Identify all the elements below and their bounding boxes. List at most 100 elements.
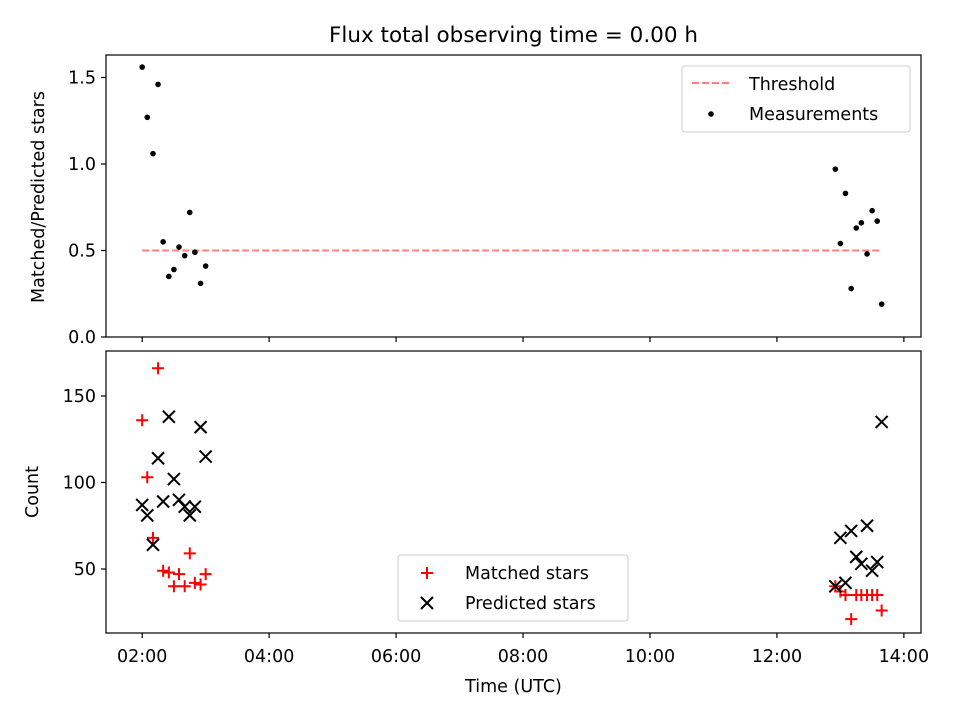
matched-star-point [141,471,154,484]
matched-star-point [157,564,170,577]
predicted-legend-label: Predicted stars [465,594,596,614]
ratio-ylabel: Matched/Predicted stars [29,91,49,303]
matched-star-point [183,547,196,560]
predicted-star-point [188,499,202,514]
matched-star-point [875,604,888,617]
measurement-point [197,280,204,287]
measurement-point [155,81,161,88]
predicted-star-point [146,538,160,552]
predicted-star-point [183,508,197,523]
predicted-star-point [854,557,869,571]
matched-legend-swatch [421,567,433,579]
ratio-axes: 0.0 0.5 1.0 1.5 [68,54,922,348]
matched-legend-label: Matched stars [465,564,589,584]
measurement-point [202,263,209,269]
matched-star-point [146,531,159,544]
measurement-point [878,301,885,307]
count-xtick-label: 10:00 [625,647,675,667]
count-axes-frame [105,350,922,634]
ratio-legend: Threshold Measurements [681,65,911,133]
predicted-star-point [833,531,848,545]
predicted-star-point [162,410,176,424]
measurement-point [160,239,166,245]
predicted-star-point [135,498,149,512]
matched-star-point [188,576,201,589]
count-xtick-label: 08:00 [498,647,548,667]
ratio-ytick-label: 0.5 [68,241,96,261]
measurements-legend-label: Measurements [749,105,878,125]
threshold-legend-label: Threshold [748,75,835,95]
measurement-point [848,285,854,292]
count-axes: 02:00 04:00 06:00 08:00 10:00 12:00 14:00 50 100… [63,350,929,667]
measurement-point [837,240,844,247]
ratio-ytick-label: 1.0 [68,155,96,175]
predicted-star-point [874,415,889,429]
measurement-point [176,244,182,250]
count-legend-frame [397,554,629,622]
measurement-point [171,266,177,273]
count-ylabel: Count [23,466,43,518]
count-marks [135,362,889,626]
predicted-star-point [860,519,874,533]
predicted-star-point [838,576,853,590]
matched-star-point [845,613,858,626]
predicted-star-point [156,494,170,509]
matched-star-point [172,568,185,581]
count-ytick-label: 150 [63,387,96,407]
measurement-point [181,252,188,259]
predicted-star-point [849,550,863,564]
count-ytick-label: 50 [74,560,96,580]
measurement-point [864,251,870,257]
measurement-point [832,166,839,172]
measurement-point [150,150,156,157]
ratio-marks [139,64,885,307]
measurement-point [869,207,875,214]
ratio-axes-frame [105,54,922,338]
matched-star-point [167,580,180,593]
predicted-star-point [828,579,843,593]
count-xtick-label: 06:00 [371,647,421,667]
count-ytick-label: 100 [63,473,96,493]
ratio-ytick-label: 0.0 [68,328,96,348]
predicted-star-point [193,420,208,434]
ratio-ytick-label: 1.5 [68,68,96,88]
predicted-legend-swatch [420,596,434,610]
count-xtick-label: 02:00 [117,647,167,667]
matched-star-point [871,588,884,601]
ratio-legend-frame [681,65,911,133]
count-xtick-label: 04:00 [244,647,294,667]
count-panel: 02:00 04:00 06:00 08:00 10:00 12:00 14:00 50 100… [23,350,929,667]
predicted-star-point [844,524,858,538]
count-xtick-label: 14:00 [879,647,929,667]
predicted-star-point [865,564,879,578]
count-xtick-label: 12:00 [752,647,802,667]
measurements-legend-swatch [708,111,714,117]
measurement-point [874,218,881,224]
ratio-panel: 0.0 0.5 1.0 1.5 Matched/Predicted stars Thr… [29,54,922,348]
matched-star-point [136,414,149,427]
predicted-star-point [177,499,192,514]
measurement-point [186,209,193,216]
matched-star-point [194,578,207,591]
measurement-point [166,273,172,280]
matched-star-point [199,568,212,581]
measurement-point [144,114,151,121]
measurement-point [853,225,860,231]
measurement-point [858,220,865,226]
matched-star-point [152,362,165,375]
predicted-star-point [198,449,213,464]
count-legend: Matched stars Predicted stars [397,554,629,622]
chart-title: Flux total observing time = 0.00 h [329,23,698,48]
measurement-point [139,64,145,70]
chart-xlabel: Time (UTC) [464,677,562,697]
measurement-point [842,190,849,197]
predicted-star-point [167,472,181,486]
matched-star-point [162,566,175,579]
predicted-star-point [151,451,165,465]
measurement-point [192,249,198,256]
matched-star-point [178,580,191,593]
predicted-star-point [140,508,154,523]
matched-star-point [839,588,852,601]
predicted-star-point [870,555,884,569]
